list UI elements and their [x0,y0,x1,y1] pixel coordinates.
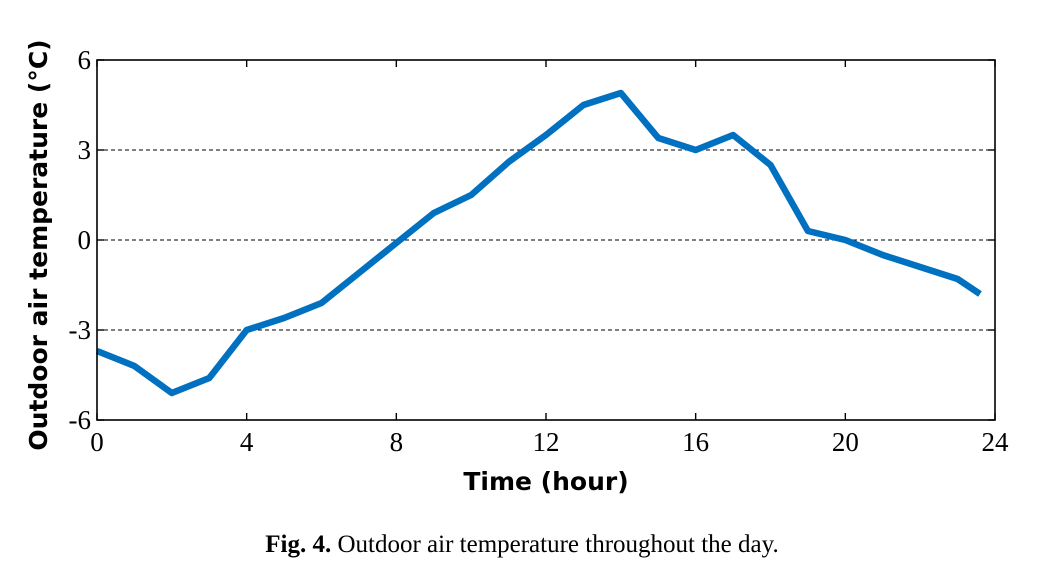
y-tick-label: 0 [78,225,92,255]
x-tick-label: 0 [90,427,104,457]
figure-caption: Fig. 4. Outdoor air temperature througho… [0,531,1044,559]
series-line [95,89,982,397]
y-tick-label: -6 [69,405,92,435]
y-tick-label: 6 [78,45,92,75]
gridlines [97,149,995,331]
caption-label: Fig. 4. [265,531,332,558]
series-layer [95,89,982,397]
x-tick-label: 24 [982,427,1010,457]
tick-labels: 0 4 8 12 16 20 24 -6 -3 0 3 6 [69,45,1010,457]
x-axis-title: Time (hour) [463,467,628,496]
temperature-chart: 0 4 8 12 16 20 24 -6 -3 0 3 6 Time (hour) Outdoor a… [24,39,1010,496]
x-tick-label: 4 [240,427,254,457]
x-tick-label: 12 [533,427,560,457]
y-tick-label: -3 [69,315,92,345]
caption-text: Outdoor air temperature throughout the d… [337,531,779,558]
x-tick-label: 16 [682,427,709,457]
y-tick-label: 3 [78,135,92,165]
x-tick-label: 20 [832,427,859,457]
ticks [96,59,996,421]
y-axis-title: Outdoor air temperature (°C) [24,39,53,450]
x-tick-label: 8 [390,427,404,457]
